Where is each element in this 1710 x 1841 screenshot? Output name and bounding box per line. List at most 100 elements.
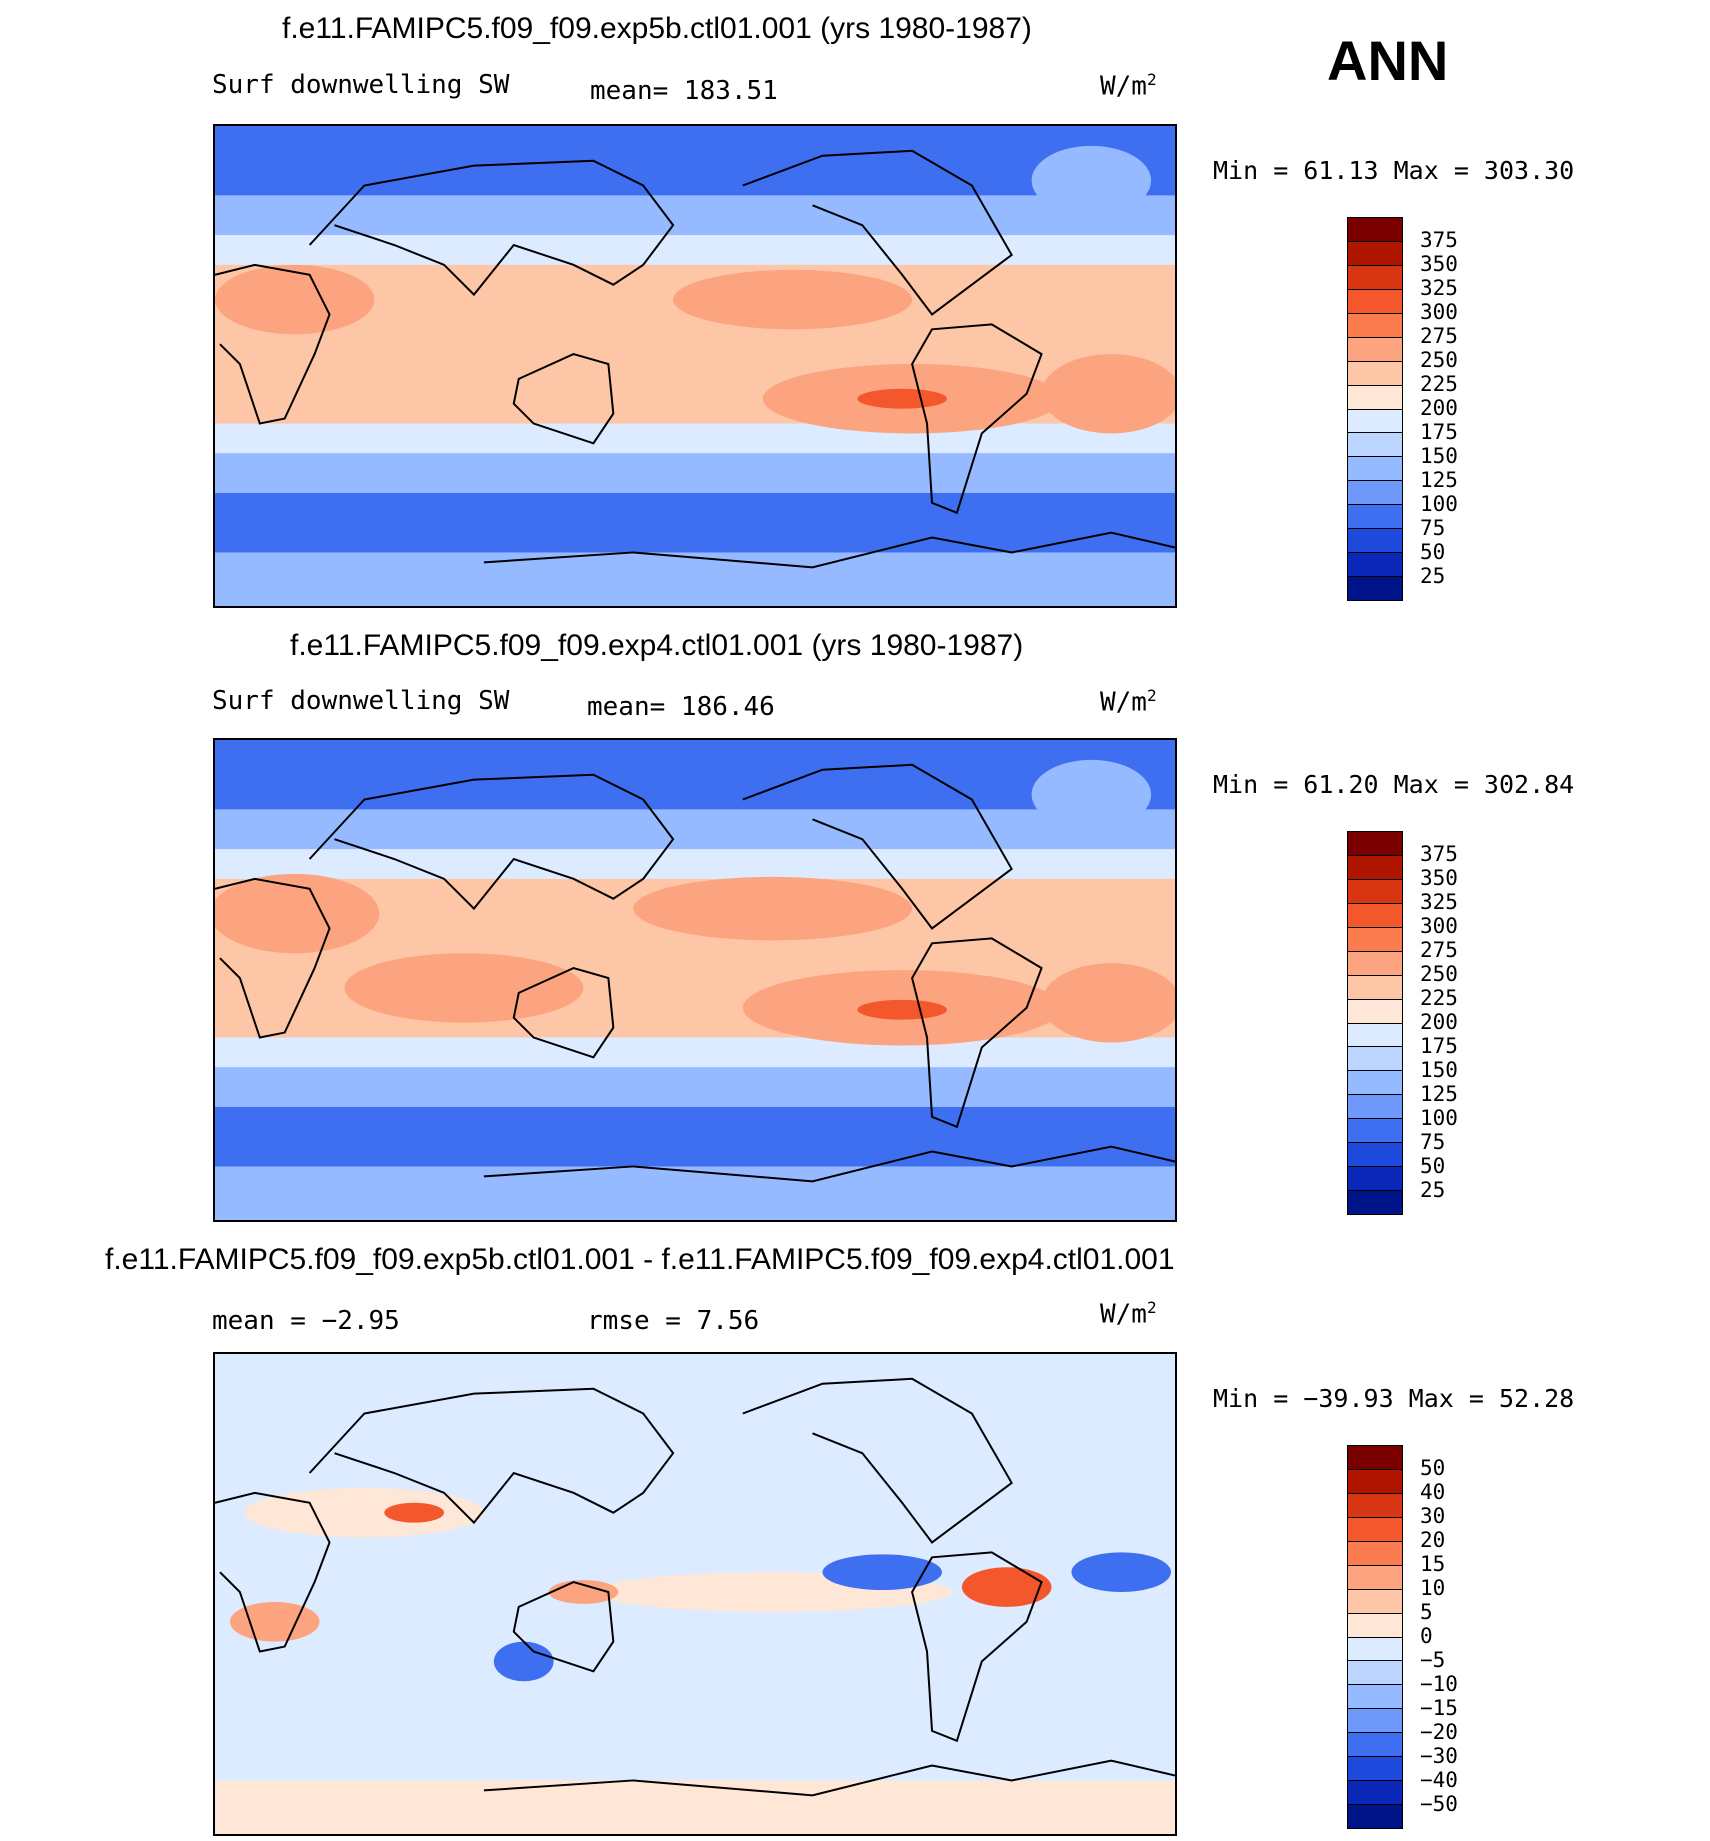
colorbar-tick-label: 50 bbox=[1420, 540, 1446, 564]
colorbar-segment bbox=[1348, 577, 1402, 600]
coast-antarctica bbox=[483, 1759, 1175, 1797]
colorbar-segment bbox=[1348, 1589, 1402, 1614]
colorbar-tick-label: 300 bbox=[1420, 300, 1458, 324]
colorbar-tick-label: 50 bbox=[1420, 1154, 1446, 1178]
south-sub-band bbox=[215, 1037, 1175, 1068]
panel-3-colorbar bbox=[1347, 1445, 1403, 1829]
panel-1-title: f.e11.FAMIPC5.f09_f09.exp5b.ctl01.001 (y… bbox=[282, 12, 1032, 45]
colorbar-tick-label: 250 bbox=[1420, 962, 1458, 986]
colorbar-segment bbox=[1348, 879, 1402, 904]
colorbar-segment bbox=[1348, 1541, 1402, 1566]
colorbar-tick-label: 150 bbox=[1420, 1058, 1458, 1082]
colorbar-segment bbox=[1348, 1637, 1402, 1662]
greenland bbox=[1031, 145, 1152, 216]
south-sub-band bbox=[215, 423, 1175, 454]
colorbar-segment bbox=[1348, 1191, 1402, 1214]
coastlines bbox=[215, 1377, 1175, 1797]
colorbar-segment bbox=[1348, 218, 1402, 242]
colorbar-segment bbox=[1348, 832, 1402, 856]
panel-1-map-svg bbox=[215, 126, 1175, 606]
colorbar-segment bbox=[1348, 1661, 1402, 1686]
colorbar-segment bbox=[1348, 1613, 1402, 1638]
coast-eurasia bbox=[308, 159, 675, 297]
colorbar-segment bbox=[1348, 1143, 1402, 1168]
colorbar-segment bbox=[1348, 1781, 1402, 1806]
colorbar-tick-label: 40 bbox=[1420, 1480, 1446, 1504]
colorbar-segment bbox=[1348, 903, 1402, 928]
panel-2-title: f.e11.FAMIPC5.f09_f09.exp4.ctl01.001 (yr… bbox=[290, 629, 1024, 662]
indian-ocean-high bbox=[344, 953, 584, 1023]
panel-3-map bbox=[213, 1352, 1177, 1836]
colorbar-segment bbox=[1348, 1047, 1402, 1072]
colorbar-tick-label: 100 bbox=[1420, 1106, 1458, 1130]
colorbar-tick-label: 25 bbox=[1420, 564, 1446, 588]
colorbar-segment bbox=[1348, 1167, 1402, 1192]
colorbar-tick-label: −10 bbox=[1420, 1672, 1458, 1696]
s-atlantic-high bbox=[1041, 963, 1175, 1043]
coast-north-america bbox=[742, 149, 1013, 316]
colorbar-tick-label: 275 bbox=[1420, 938, 1458, 962]
colorbar-segment bbox=[1348, 289, 1402, 314]
coast-north-america bbox=[742, 1377, 1013, 1544]
colorbar-segment bbox=[1348, 1805, 1402, 1828]
colorbar-segment bbox=[1348, 553, 1402, 578]
colorbar-tick-label: 125 bbox=[1420, 468, 1458, 492]
colorbar-tick-label: 275 bbox=[1420, 324, 1458, 348]
coast-antarctica bbox=[483, 531, 1175, 569]
coastlines bbox=[215, 763, 1175, 1183]
colorbar-tick-label: 10 bbox=[1420, 1576, 1446, 1600]
colorbar-segment bbox=[1348, 361, 1402, 386]
season-label: ANN bbox=[1327, 29, 1449, 92]
colorbar-tick-label: −50 bbox=[1420, 1792, 1458, 1816]
se-pacific-hotspot bbox=[857, 999, 947, 1020]
sahara-high bbox=[215, 873, 380, 954]
coast-antarctica bbox=[483, 1145, 1175, 1183]
panel-2-map bbox=[213, 738, 1177, 1222]
colorbar-segment bbox=[1348, 241, 1402, 266]
panel-1-map bbox=[213, 124, 1177, 608]
panel-2-colorbar bbox=[1347, 831, 1403, 1215]
coast-africa bbox=[215, 263, 331, 425]
south-mid-band bbox=[215, 453, 1175, 493]
arctic-band bbox=[215, 740, 1175, 810]
southern-ocean-band bbox=[215, 1106, 1175, 1167]
colorbar-tick-label: −20 bbox=[1420, 1720, 1458, 1744]
colorbar-segment bbox=[1348, 1071, 1402, 1096]
positive-region-amazon bbox=[961, 1567, 1052, 1607]
colorbar-segment bbox=[1348, 1517, 1402, 1542]
colorbar-tick-label: −5 bbox=[1420, 1648, 1446, 1672]
colorbar-segment bbox=[1348, 385, 1402, 410]
greenland bbox=[1031, 759, 1152, 830]
colorbar-tick-label: 100 bbox=[1420, 492, 1458, 516]
colorbar-tick-label: 175 bbox=[1420, 420, 1458, 444]
colorbar-segment bbox=[1348, 927, 1402, 952]
panel-2-variable-label: Surf downwelling SW bbox=[212, 686, 510, 716]
colorbar-tick-label: 30 bbox=[1420, 1504, 1446, 1528]
colorbar-tick-label: 150 bbox=[1420, 444, 1458, 468]
panel-1-min-max: Min = 61.13 Max = 303.30 bbox=[1213, 156, 1575, 185]
colorbar-tick-label: 250 bbox=[1420, 348, 1458, 372]
colorbar-segment bbox=[1348, 313, 1402, 338]
colorbar-tick-label: 15 bbox=[1420, 1552, 1446, 1576]
colorbar-tick-label: 175 bbox=[1420, 1034, 1458, 1058]
colorbar-tick-label: 20 bbox=[1420, 1528, 1446, 1552]
colorbar-segment bbox=[1348, 481, 1402, 506]
colorbar-segment bbox=[1348, 1565, 1402, 1590]
coastlines bbox=[215, 149, 1175, 569]
panel-2-map-svg bbox=[215, 740, 1175, 1220]
panel-3-rmse-label: rmse = 7.56 bbox=[587, 1306, 760, 1336]
colorbar-segment bbox=[1348, 457, 1402, 482]
ne-pacific-high bbox=[673, 269, 913, 330]
colorbar-tick-label: 5 bbox=[1420, 1600, 1433, 1624]
southern-ocean-band bbox=[215, 492, 1175, 553]
positive-region-antarctic bbox=[215, 1780, 1175, 1834]
coast-eurasia bbox=[308, 773, 675, 911]
coast-north-america bbox=[742, 763, 1013, 930]
coast-eurasia bbox=[308, 1387, 675, 1525]
coast-australia bbox=[512, 353, 615, 445]
colorbar-segment bbox=[1348, 1469, 1402, 1494]
colorbar-segment bbox=[1348, 1446, 1402, 1470]
coast-south-america bbox=[911, 937, 1043, 1129]
colorbar-segment bbox=[1348, 505, 1402, 530]
colorbar-segment bbox=[1348, 1733, 1402, 1758]
